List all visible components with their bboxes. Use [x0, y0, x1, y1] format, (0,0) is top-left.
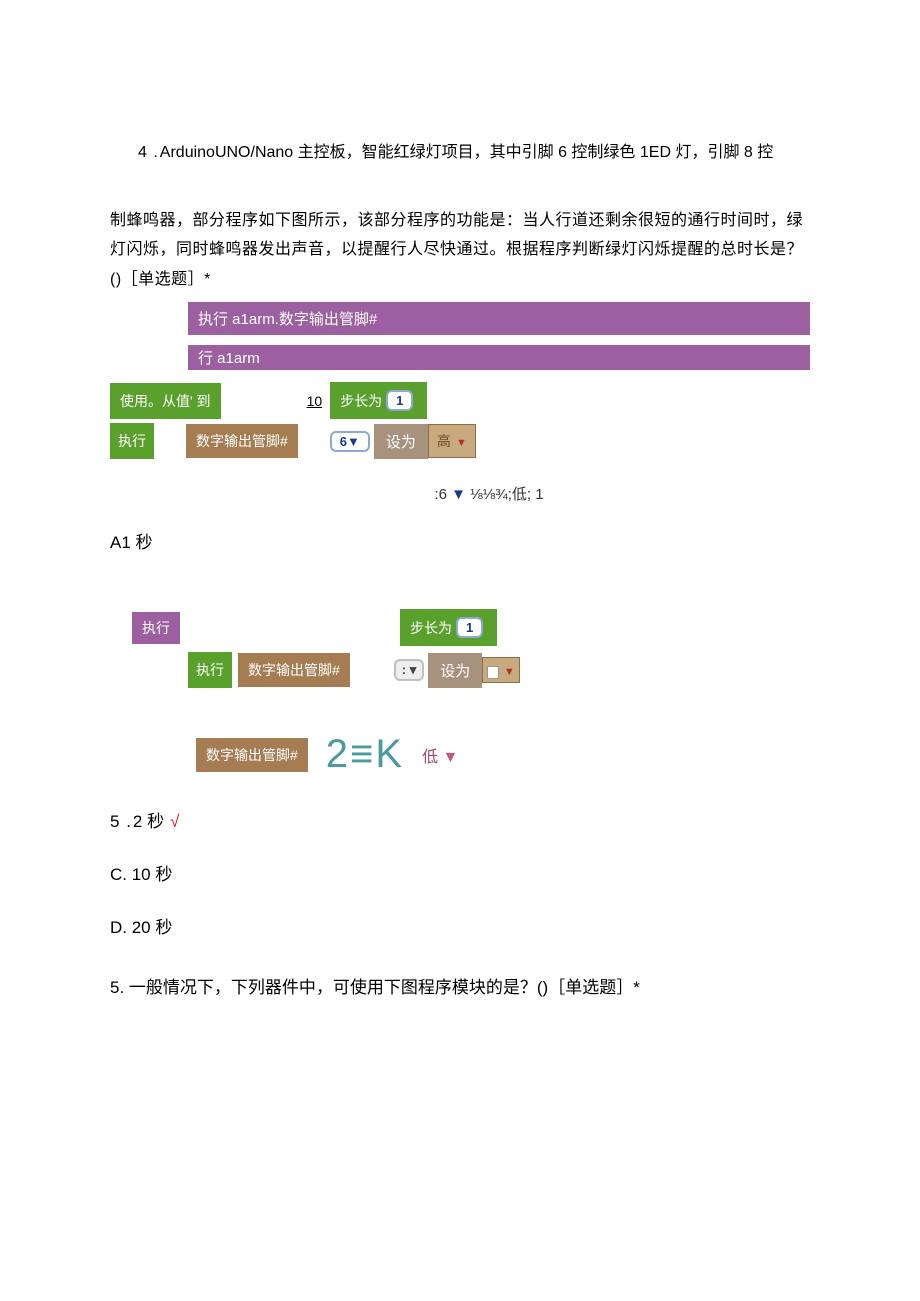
option-a: A1 秒 [110, 528, 810, 553]
option-c: C. 10 秒 [110, 860, 810, 885]
block2-step-val: 1 [456, 617, 483, 638]
dropdown-icon: ▼ [453, 437, 467, 449]
block2-row1: 执行 步长为 1 [132, 609, 810, 646]
block2-low: 低 ▼ [422, 743, 458, 767]
block-set-to: 设为 [374, 424, 428, 459]
block2-val: 8 ▼ [482, 657, 520, 683]
question-5: 5. 一般情况下，下列器件中，可使用下图程序模块的是？()［单选题］* [110, 974, 810, 1001]
block-row-loop: 使用。从值' 到 10 步长为 1 [110, 382, 810, 419]
block2-row3: 数字输出管脚# 2≡K 低 ▼ [196, 732, 810, 777]
dropdown-icon: ▼ [443, 749, 459, 766]
block-mid-text: :6 ▼ ⅛⅛¾;低; 1 [168, 483, 810, 504]
opt-b-dot: . [119, 812, 132, 831]
block2-step: 步长为 1 [400, 609, 497, 646]
question-4-body: 制蜂鸣器，部分程序如下图所示，该部分程序的功能是：当人行道还剩余很短的通行时间时… [110, 206, 810, 295]
block-step: 步长为 1 [330, 382, 427, 419]
block2-exec1: 执行 [132, 612, 180, 644]
block2-big-text: 2≡K [326, 732, 404, 777]
opt-b-text: 2 秒 [133, 812, 164, 831]
q4-number: 4 [138, 144, 147, 161]
block-purple-1: 执行 a1arm.数字输出管脚# [188, 302, 810, 335]
dropdown-icon: ▼ [501, 666, 515, 678]
block2-row2: 执行 数字输出管脚# : ▾ 设为 8 ▼ [188, 652, 810, 688]
question-4-line1: 4 .ArduinoUNO/Nano 主控板，智能红绿灯项目，其中引脚 6 控制… [138, 140, 810, 166]
step-label: 步长为 [340, 391, 382, 411]
block2-set-to: 设为 [428, 653, 482, 688]
block2-exec2: 执行 [188, 652, 232, 688]
block2-val-text: 8 [487, 666, 499, 679]
option-d: D. 20 秒 [110, 913, 810, 938]
block2-step-label: 步长为 [410, 618, 452, 638]
block-high-text: 高 [437, 433, 451, 449]
q4-dot: . [147, 144, 160, 161]
block-row-exec: 执行 数字输出管脚# 6▼ 设为 高 ▼ [110, 423, 810, 459]
block-high: 高 ▼ [428, 424, 476, 458]
block-use-from: 使用。从值' 到 [110, 383, 221, 419]
step-value: 1 [386, 390, 413, 411]
code-blocks-1: 执行 a1arm.数字输出管脚# 行 a1arm 使用。从值' 到 10 步长为… [188, 302, 810, 504]
block-exec: 执行 [110, 423, 154, 459]
block-purple-2: 行 a1arm [188, 345, 810, 370]
check-icon: √ [170, 812, 179, 831]
block-pin6: 6▼ [330, 431, 370, 452]
block2-low-text: 低 [422, 749, 438, 766]
block2-digital-out2: 数字输出管脚# [196, 738, 308, 772]
block2-pin-dropdown: : ▾ [394, 659, 424, 681]
q4-text1: ArduinoUNO/Nano 主控板，智能红绿灯项目，其中引脚 6 控制绿色 … [160, 144, 773, 161]
option-b: 5 .2 秒√ [110, 807, 810, 832]
block-ten: 10 [307, 393, 323, 409]
code-blocks-2: 执行 步长为 1 执行 数字输出管脚# : ▾ 设为 8 ▼ 数字输出管脚# 2… [132, 609, 810, 777]
block-digital-out: 数字输出管脚# [186, 424, 298, 458]
block2-digital-out: 数字输出管脚# [238, 653, 350, 687]
